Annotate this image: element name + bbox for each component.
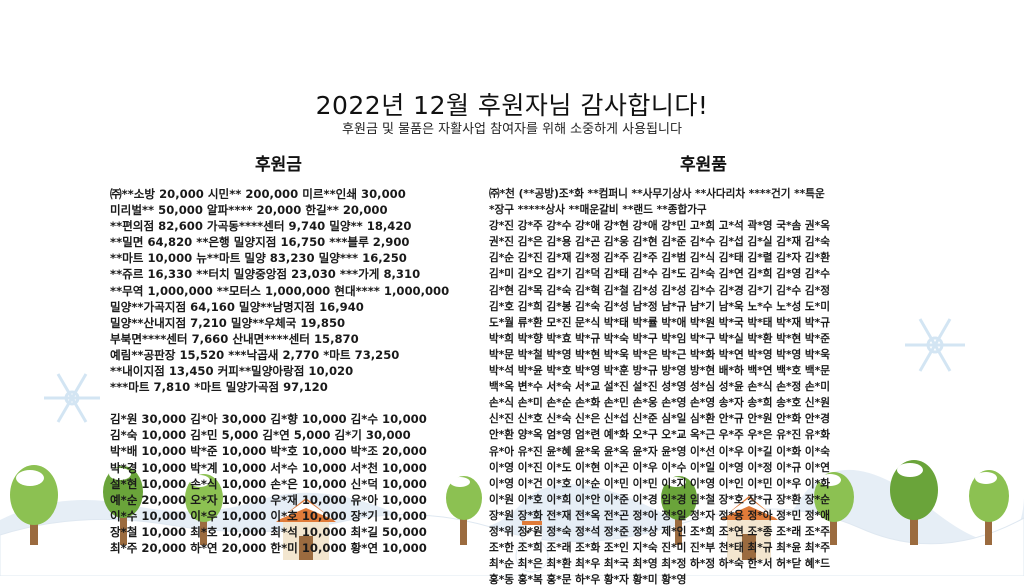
- individual-donation-line: 박*경 10,000 박*계 10,000 서*수 10,000 서*천 10,…: [110, 460, 427, 475]
- goods-line: 이*영 이*건 이*호 이*순 이*민 이*민 이*지 이*영 이*인 이*민 …: [489, 477, 830, 490]
- page-title: 2022년 12월 후원자님 감사합니다!: [315, 91, 709, 120]
- donation-line: 밀양**산내지점 7,210 밀양**우체국 19,850: [110, 315, 346, 330]
- goods-line: *장구 *****상사 **매운갈비 **랜드 **종합가구: [489, 204, 707, 217]
- donation-line: 부북면****센터 7,660 산내면****센터 15,870: [110, 331, 359, 346]
- goods-line: 이*원 이*호 이*희 이*안 이*준 이*경 임*경 임*철 장*호 장*규 …: [489, 493, 830, 506]
- individual-donation-line: 최*주 20,000 하*연 20,000 한*미 10,000 황*연 10,…: [110, 540, 427, 555]
- donation-line: ㈜**소방 20,000 시민** 200,000 미르**인쇄 30,000: [110, 187, 406, 201]
- goods-line: 최*순 최*은 최*환 최*우 최*국 최*영 최*정 하*정 하*숙 한*서 …: [489, 558, 830, 571]
- goods-heading: 후원품: [680, 155, 727, 175]
- tree-icon: [10, 465, 58, 545]
- goods-list: ㈜*천 (**공방)조*화 **컴퍼니 **사무기상사 **사다리차 ****건…: [489, 186, 919, 588]
- goods-line: 김*현 김*목 김*숙 김*혁 김*철 김*성 김*성 김*수 김*경 김*기 …: [489, 284, 830, 297]
- goods-line: 강*진 강*주 강*수 강*애 강*현 강*애 강*민 고*희 고*석 곽*영 …: [489, 220, 830, 233]
- goods-line: 손*식 손*미 손*순 손*화 손*민 손*웅 손*영 손*영 송*자 송*희 …: [489, 397, 830, 410]
- goods-line: ㈜*천 (**공방)조*화 **컴퍼니 **사무기상사 **사다리차 ****건…: [489, 188, 825, 200]
- individual-donation-line: 이*수 10,000 이*우 10,000 이*호 10,000 장*기 10,…: [110, 508, 427, 523]
- donation-line: **내이지점 13,450 커피**밀양아랑점 10,020: [110, 364, 354, 379]
- goods-line: 유*아 유*진 윤*혜 윤*욱 윤*옥 윤*자 윤*영 이*선 이*우 이*길 …: [489, 445, 830, 458]
- donation-line: **마트 10,000 뉴**마트 밀양 83,230 밀양*** 16,250: [110, 251, 407, 266]
- goods-line: 김*순 김*진 김*재 김*정 김*주 김*주 김*범 김*식 김*태 김*렬 …: [489, 252, 830, 265]
- goods-line: 장*원 장*화 전*재 전*옥 전*곤 정*아 정*일 정*자 정*용 정*아 …: [489, 509, 830, 522]
- individual-donation-line: 김*원 30,000 김*아 30,000 김*향 10,000 김*수 10,…: [110, 412, 427, 427]
- individual-donation-line: 박*배 10,000 박*준 10,000 박*호 10,000 박*조 20,…: [110, 444, 427, 459]
- donation-line: **쥬르 16,330 **터치 밀양중앙점 23,030 ***가게 8,31…: [110, 267, 421, 282]
- goods-line: 정*위 정*원 정*숙 정*석 정*준 정*상 제*인 조*희 조*연 조*종 …: [489, 525, 830, 538]
- donations-list: ㈜**소방 20,000 시민** 200,000 미르**인쇄 30,000 …: [110, 186, 470, 556]
- individual-donation-line: 장*철 10,000 최*호 10,000 최*석 10,000 최*길 50,…: [110, 524, 427, 539]
- list-spacer: [110, 395, 470, 411]
- goods-line: 김*미 김*오 김*기 김*덕 김*태 김*수 김*도 김*숙 김*연 김*희 …: [489, 268, 830, 281]
- individual-donation-line: 예*순 20,000 오*자 10,000 우*재 10,000 유*아 10,…: [110, 492, 427, 507]
- donation-line: 예림**공판장 15,520 ***낙곱새 2,770 *마트 73,250: [110, 347, 400, 362]
- goods-line: 조*한 조*희 조*래 조*화 조*인 지*숙 진*미 진*부 천*태 최*규 …: [489, 542, 830, 555]
- goods-line: 신*진 신*호 신*숙 신*은 신*섭 신*준 심*일 심*환 안*규 안*원 …: [489, 413, 830, 426]
- goods-line: 김*호 김*희 김*봉 김*숙 김*성 남*정 남*규 남*기 남*욱 노*수 …: [489, 300, 830, 313]
- goods-line: 이*영 이*진 이*도 이*현 이*곤 이*우 이*수 이*일 이*영 이*정 …: [489, 461, 830, 474]
- goods-line: 박*석 박*윤 박*호 박*영 박*훈 방*규 방*영 방*현 배*하 백*연 …: [489, 365, 830, 378]
- individual-donation-line: 김*숙 10,000 김*민 5,000 김*연 5,000 김*기 30,00…: [110, 428, 411, 443]
- donation-line: 미리벌** 50,000 알파**** 20,000 한길** 20,000: [110, 203, 388, 218]
- individual-donation-line: 설*현 10,000 손*식 10,000 손*은 10,000 신*덕 10,…: [110, 476, 427, 491]
- tree-icon: [969, 470, 1009, 545]
- page-subtitle: 후원금 및 물품은 자활사업 참여자를 위해 소중하게 사용됩니다: [342, 122, 682, 137]
- goods-line: 박*희 박*향 박*효 박*규 박*숙 박*구 박*임 박*구 박*실 박*환 …: [489, 332, 830, 345]
- goods-line: 권*진 김*은 김*용 김*곤 김*웅 김*현 김*준 김*수 김*섭 김*실 …: [489, 236, 830, 249]
- donation-line: **편의점 82,600 가곡동****센터 9,740 밀양** 18,420: [110, 219, 412, 234]
- donation-line: ***마트 7,810 *마트 밀양가곡점 97,120: [110, 380, 328, 395]
- goods-line: 안*환 양*옥 엄*영 엄*련 예*화 오*구 오*교 옥*근 우*주 우*은 …: [489, 429, 830, 442]
- goods-line: 도*월 류*환 모*진 문*식 박*태 박*률 박*애 박*원 박*국 박*태 …: [489, 316, 830, 329]
- goods-line: 박*문 박*철 박*영 박*현 박*욱 박*은 박*근 박*화 박*연 박*영 …: [489, 348, 830, 361]
- goods-line: 홍*동 홍*복 홍*문 하*우 황*자 황*미 황*영: [489, 574, 687, 587]
- snowflake-icon: [44, 373, 100, 423]
- donations-heading: 후원금: [255, 155, 302, 175]
- donation-line: **무역 1,000,000 **모터스 1,000,000 현대**** 1,…: [110, 283, 450, 298]
- goods-line: 백*옥 변*수 서*숙 서*교 설*진 설*진 성*영 성*심 성*윤 손*식 …: [489, 381, 830, 394]
- donation-line: **밀면 64,820 **은행 밀양지점 16,750 ***블루 2,900: [110, 235, 410, 250]
- donation-line: 밀양**가곡지점 64,160 밀양**남명지점 16,940: [110, 299, 364, 314]
